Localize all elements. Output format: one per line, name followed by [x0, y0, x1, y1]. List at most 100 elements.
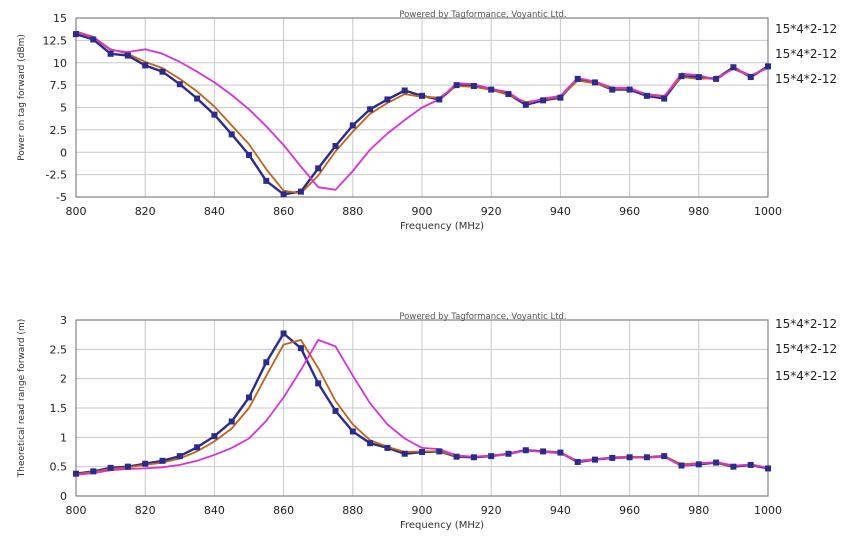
top-legend-label-2: 15*4*2-12: [775, 47, 837, 61]
bottom-data-point: [747, 461, 754, 468]
bottom-x-tick-label: 900: [412, 504, 433, 517]
top-data-point: [90, 36, 97, 43]
bottom-x-tick-label: 860: [273, 504, 294, 517]
top-x-tick-label: 860: [273, 205, 294, 218]
bottom-series-group: [73, 330, 771, 477]
top-data-point: [678, 73, 685, 80]
top-y-tick-label: 10: [53, 57, 67, 70]
top-x-axis-label: Frequency (MHz): [400, 221, 484, 232]
bottom-data-point: [401, 450, 408, 457]
top-data-point: [453, 82, 460, 89]
top-data-point: [73, 31, 79, 38]
top-x-tick-label: 980: [688, 205, 709, 218]
bottom-y-axis-label: Theoretical read range forward (m): [17, 319, 27, 478]
bottom-data-point: [246, 394, 252, 401]
bottom-data-point: [297, 345, 304, 352]
bottom-data-point: [263, 359, 270, 366]
top-data-point: [349, 122, 356, 129]
bottom-data-point: [107, 464, 114, 471]
top-data-point: [643, 92, 650, 99]
bottom-data-point: [332, 407, 339, 414]
bottom-data-point: [661, 453, 668, 460]
top-data-point: [609, 86, 616, 93]
bottom-data-point: [488, 453, 495, 460]
top-data-point: [107, 50, 114, 57]
top-data-point: [419, 92, 425, 99]
bottom-data-point: [211, 433, 218, 440]
bottom-data-point: [643, 454, 650, 461]
top-data-point: [470, 83, 477, 90]
top-y-tick-label: -5: [56, 191, 67, 204]
top-x-tick-label: 960: [619, 205, 640, 218]
bottom-data-point: [142, 460, 149, 467]
top-data-point: [159, 68, 166, 75]
bottom-y-tick-label: 2.5: [50, 343, 68, 356]
bottom-x-tick-label: 800: [66, 504, 87, 517]
bottom-data-point: [695, 461, 702, 468]
bottom-data-point: [384, 444, 391, 451]
top-data-point: [522, 101, 529, 108]
bottom-x-tick-label: 880: [342, 504, 363, 517]
bottom-data-point: [419, 449, 425, 455]
bottom-data-point: [349, 428, 356, 435]
bottom-data-point: [73, 470, 79, 477]
bottom-data-point: [159, 457, 166, 464]
top-y-axis-label: Power on tag forward (dBm): [17, 34, 27, 161]
bottom-chart: 800 820 840 860 880 900 920 940 960 980 1000 0 0.5 1 1…: [17, 312, 837, 531]
top-data-point: [695, 74, 702, 81]
bottom-legend-label-2: 15*4*2-12: [775, 342, 837, 356]
top-series-line-3: [75, 31, 769, 191]
top-y-tick-label: 12.5: [43, 34, 68, 47]
top-legend-label-1: 15*4*2-12: [775, 22, 837, 36]
bottom-data-point: [315, 380, 322, 387]
top-data-point: [505, 91, 512, 98]
bottom-data-point: [453, 453, 460, 460]
bottom-y-tick-label: 3: [60, 314, 67, 327]
bottom-data-point: [626, 454, 633, 461]
top-x-tick-label: 900: [412, 205, 433, 218]
bottom-data-point: [470, 454, 477, 461]
top-y-tick-label: 7.5: [50, 79, 68, 92]
top-y-tick-label: 0: [60, 146, 67, 159]
top-x-tick-label: 1000: [754, 205, 782, 218]
top-data-point: [557, 94, 564, 101]
top-data-point: [765, 63, 771, 70]
bottom-data-point: [765, 465, 771, 472]
bottom-data-point: [367, 440, 374, 447]
top-data-point: [280, 191, 287, 198]
top-data-point: [574, 75, 581, 82]
top-data-point: [315, 165, 322, 172]
top-axes-frame: [75, 17, 769, 198]
bottom-data-point: [592, 456, 598, 463]
bottom-axes-frame: [75, 319, 769, 497]
top-data-point: [176, 81, 183, 88]
bottom-y-tick-label: 2: [60, 373, 67, 386]
bottom-data-point: [609, 454, 616, 461]
bottom-data-point: [574, 458, 581, 465]
bottom-x-axis-label: Frequency (MHz): [400, 520, 484, 531]
top-data-point: [540, 97, 547, 104]
top-data-point: [263, 177, 270, 184]
bottom-y-tick-label: 1.5: [50, 402, 68, 415]
bottom-y-tick-label: 1: [60, 431, 67, 444]
bottom-data-point: [678, 462, 685, 469]
top-series-group: [73, 30, 771, 198]
top-data-point: [436, 96, 443, 103]
bottom-x-tick-label: 920: [481, 504, 502, 517]
top-x-tick-label: 800: [66, 205, 87, 218]
top-data-point: [367, 106, 374, 113]
bottom-data-point: [540, 448, 547, 455]
bottom-data-point: [90, 468, 97, 475]
top-legend-label-3: 15*4*2-12: [775, 72, 837, 86]
top-x-tick-label: 920: [481, 205, 502, 218]
bottom-data-point: [280, 330, 287, 337]
top-data-point: [297, 188, 304, 195]
bottom-data-point: [124, 463, 131, 470]
top-watermark: Powered by Tagformance, Voyantic Ltd.: [399, 10, 566, 20]
top-data-point: [246, 151, 252, 158]
top-data-point: [401, 87, 408, 94]
bottom-series-line-3: [75, 338, 769, 476]
bottom-data-point: [730, 463, 737, 470]
